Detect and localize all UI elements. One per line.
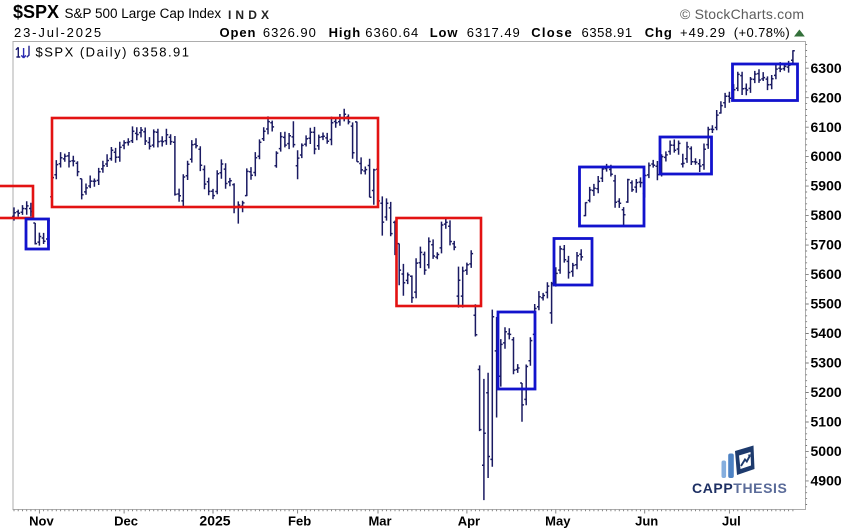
svg-text:5900: 5900 bbox=[811, 178, 842, 194]
svg-text:May: May bbox=[545, 514, 571, 529]
svg-text:5700: 5700 bbox=[811, 237, 842, 253]
svg-text:CAPPTHESIS: CAPPTHESIS bbox=[692, 480, 787, 496]
svg-text:5100: 5100 bbox=[811, 414, 842, 430]
svg-text:5000: 5000 bbox=[811, 443, 842, 459]
svg-text:6000: 6000 bbox=[811, 148, 842, 164]
svg-text:Apr: Apr bbox=[458, 514, 480, 529]
svg-text:4900: 4900 bbox=[811, 473, 842, 489]
svg-text:$SPX (Daily) 6358.91: $SPX (Daily) 6358.91 bbox=[36, 45, 191, 60]
svg-text:5500: 5500 bbox=[811, 296, 842, 312]
svg-text:Dec: Dec bbox=[114, 514, 138, 529]
svg-text:5200: 5200 bbox=[811, 384, 842, 400]
svg-text:6300: 6300 bbox=[811, 60, 842, 76]
svg-text:5600: 5600 bbox=[811, 266, 842, 282]
svg-text:Feb: Feb bbox=[288, 514, 311, 529]
svg-text:Jul: Jul bbox=[722, 514, 741, 529]
svg-text:Jun: Jun bbox=[635, 514, 658, 529]
svg-text:Nov: Nov bbox=[29, 514, 54, 529]
svg-text:2025: 2025 bbox=[199, 513, 230, 529]
svg-text:5400: 5400 bbox=[811, 325, 842, 341]
svg-text:5800: 5800 bbox=[811, 207, 842, 223]
svg-text:6200: 6200 bbox=[811, 89, 842, 105]
svg-text:6100: 6100 bbox=[811, 119, 842, 135]
svg-text:5300: 5300 bbox=[811, 355, 842, 371]
svg-text:Mar: Mar bbox=[368, 514, 391, 529]
